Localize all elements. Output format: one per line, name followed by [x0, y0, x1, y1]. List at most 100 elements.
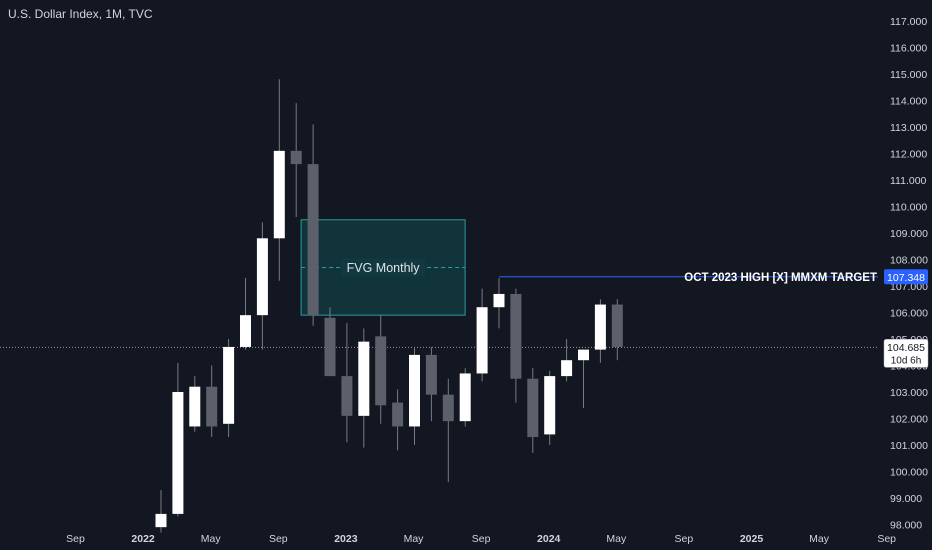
candle[interactable]	[527, 368, 539, 453]
candle[interactable]	[189, 376, 201, 432]
target-label: OCT 2023 HIGH [X] MMXM TARGET	[684, 272, 877, 284]
price-tick-label: 115.000	[890, 69, 927, 81]
price-tick-label: 111.000	[890, 175, 927, 187]
time-tick-label: Sep	[269, 533, 288, 545]
price-tick-label: 100.000	[890, 467, 928, 479]
candle[interactable]	[510, 288, 522, 403]
current-price-label-bg	[883, 339, 929, 368]
time-tick-label: May	[809, 533, 830, 545]
candle[interactable]	[223, 339, 235, 438]
candle[interactable]	[273, 79, 285, 281]
time-tick-label: 2025	[740, 533, 764, 545]
candle[interactable]	[476, 288, 488, 382]
candle[interactable]	[544, 370, 556, 445]
time-axis[interactable]: Sep 2022 May Sep 2023 May Sep 2024 May Sep 2025 May…	[66, 533, 896, 545]
candle[interactable]	[375, 315, 387, 424]
candle[interactable]	[341, 323, 353, 443]
candles-layer[interactable]	[155, 79, 623, 533]
price-tick-label: 106.000	[890, 308, 928, 320]
candle[interactable]	[409, 346, 420, 445]
time-tick-label: Sep	[472, 533, 491, 545]
candle[interactable]	[561, 339, 573, 382]
current-price-label: 104.685	[887, 342, 925, 354]
candle-body	[409, 354, 420, 427]
price-tick-label: 114.000	[890, 96, 927, 108]
fvg-label: FVG Monthly	[347, 261, 421, 275]
time-tick-label: May	[201, 533, 222, 545]
price-tick-label: 117.000	[890, 16, 927, 28]
price-tick-label: 108.000	[890, 255, 928, 267]
candle[interactable]	[155, 490, 167, 533]
candle-body	[578, 349, 589, 361]
candle-body	[256, 238, 268, 316]
lines-layer: OCT 2023 HIGH [X] MMXM TARGET	[0, 272, 878, 348]
candle-body	[392, 402, 404, 427]
candle[interactable]	[206, 365, 218, 438]
candle[interactable]	[324, 307, 336, 377]
candle-body	[341, 376, 353, 416]
candle[interactable]	[493, 278, 505, 329]
candle-body	[307, 164, 319, 316]
target-price-label-bg	[884, 269, 928, 285]
candle-body	[206, 386, 218, 427]
candle-body	[459, 373, 471, 422]
price-tick-label: 98.000	[890, 520, 922, 532]
candle-body	[611, 304, 623, 347]
candle-body	[594, 304, 606, 350]
candle-body	[155, 513, 167, 528]
candle[interactable]	[611, 299, 623, 361]
candle-body	[561, 360, 573, 377]
candle-body	[290, 150, 302, 165]
candle-body	[527, 378, 539, 438]
candle-body	[273, 150, 285, 239]
price-tick-label: 116.000	[890, 43, 927, 55]
candle[interactable]	[594, 299, 606, 363]
candle[interactable]	[392, 389, 404, 451]
candle-body	[223, 346, 235, 424]
time-tick-label: 2023	[334, 533, 358, 545]
candle[interactable]	[307, 124, 319, 326]
bar-countdown-label: 10d 6h	[891, 355, 922, 366]
price-tick-label: 102.000	[890, 414, 928, 426]
candle-body	[425, 354, 437, 395]
candle-body	[172, 392, 184, 514]
candle[interactable]	[578, 349, 589, 408]
price-tick-label: 99.000	[890, 493, 922, 505]
time-tick-label: Sep	[675, 533, 694, 545]
price-tick-label: 109.000	[890, 228, 928, 240]
candle-body	[544, 376, 556, 435]
price-tick-label: 101.000	[890, 440, 928, 452]
time-tick-label: May	[404, 533, 425, 545]
candle-body	[476, 307, 488, 374]
candle[interactable]	[290, 103, 302, 218]
candle[interactable]	[459, 368, 471, 427]
time-tick-label: Sep	[877, 533, 896, 545]
candle-body	[324, 317, 336, 377]
candle[interactable]	[256, 222, 268, 350]
candle-body	[375, 336, 387, 406]
candle[interactable]	[240, 278, 251, 350]
candle-body	[189, 386, 201, 427]
candle[interactable]	[172, 362, 184, 517]
fvg-label-bg	[341, 258, 426, 277]
candle-body	[493, 293, 505, 308]
candle[interactable]	[442, 378, 454, 483]
chart-title: U.S. Dollar Index, 1M, TVC	[8, 7, 153, 21]
price-tick-label: 112.000	[890, 149, 927, 161]
price-tick-label: 110.000	[890, 202, 927, 214]
candle-body	[510, 293, 522, 379]
price-tick-label: 103.000	[890, 387, 928, 399]
time-tick-label: 2024	[537, 533, 561, 545]
candle[interactable]	[358, 328, 370, 448]
time-tick-label: 2022	[131, 533, 155, 545]
fvg-layer: FVG Monthly	[300, 219, 466, 316]
target-price-label: 107.348	[887, 272, 925, 284]
time-tick-label: May	[606, 533, 627, 545]
candle-body	[358, 341, 370, 416]
candle[interactable]	[425, 346, 437, 422]
price-tick-label: 113.000	[890, 122, 927, 134]
time-tick-label: Sep	[66, 533, 85, 545]
candle-body	[442, 394, 454, 422]
